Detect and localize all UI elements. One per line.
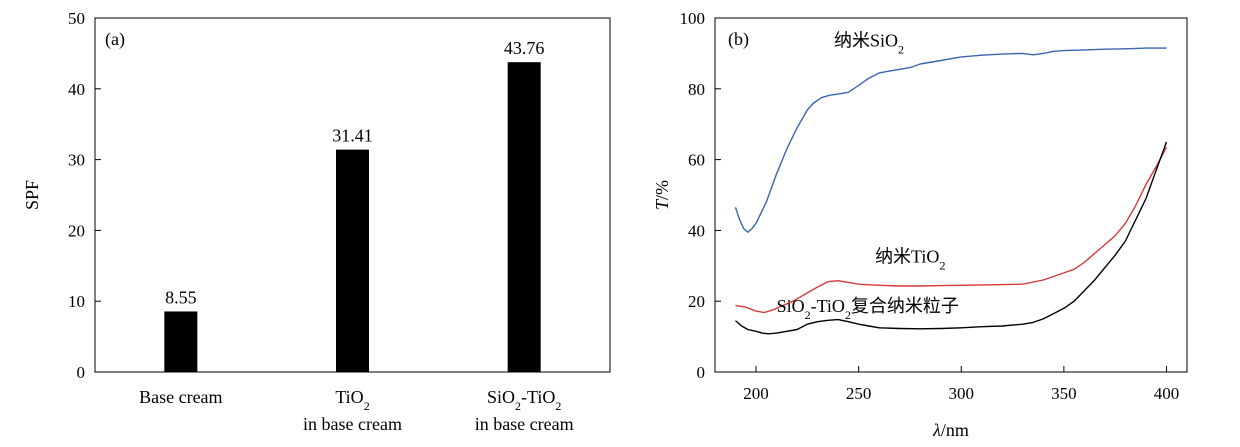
series-label: 纳米TiO2 <box>875 246 945 272</box>
bar <box>164 311 198 372</box>
plot-frame <box>714 17 1188 373</box>
bar-data-label: 43.76 <box>504 38 545 58</box>
bar <box>507 62 541 372</box>
panel-label: (b) <box>728 29 749 50</box>
x-tick-label: 250 <box>846 384 872 403</box>
series-line <box>734 47 1167 233</box>
bar <box>336 149 369 372</box>
y-tick-label: 0 <box>697 363 706 382</box>
y-tick-label: 40 <box>688 221 705 240</box>
x-tick-label: 400 <box>1154 384 1180 403</box>
bar-data-label: 31.41 <box>332 126 373 146</box>
panel-a-spf-bar-chart: 0 10 20 30 40 50 SPF (a) 8.55 Base cream 31.41 TiO2… <box>22 9 611 434</box>
panel-label: (a) <box>105 29 125 50</box>
x-category-label: Base cream <box>139 387 222 407</box>
y-axis-label: T/% <box>652 180 672 210</box>
series-line <box>735 141 1168 335</box>
y-tick-label: 20 <box>688 292 705 311</box>
panel-b-transmittance-line-chart: 0 20 40 60 80 100 200 250 300 350 400 T/% λ/nm (b) 纳米S… <box>652 9 1188 440</box>
x-category-label: SiO2-TiO2 <box>487 387 561 413</box>
y-axis-label: SPF <box>22 180 42 210</box>
x-axis-label: λ/nm <box>932 420 969 440</box>
y-tick-label: 30 <box>68 151 85 170</box>
y-tick-label: 100 <box>680 9 706 28</box>
x-tick-label: 200 <box>743 384 769 403</box>
y-tick-label: 10 <box>68 292 85 311</box>
x-tick-label: 350 <box>1051 384 1077 403</box>
y-tick-label: 50 <box>68 9 85 28</box>
series-label: 纳米SiO2 <box>834 30 904 56</box>
bar-data-label: 8.55 <box>165 287 197 307</box>
x-category-label: in base cream <box>475 414 574 434</box>
y-tick-label: 80 <box>688 80 705 99</box>
y-tick-label: 60 <box>688 151 705 170</box>
y-tick-label: 20 <box>68 221 85 240</box>
y-tick-label: 40 <box>68 80 85 99</box>
x-category-label: TiO2 <box>335 387 369 413</box>
x-tick-label: 300 <box>949 384 975 403</box>
y-tick-label: 0 <box>77 363 86 382</box>
x-category-label: in base cream <box>303 414 402 434</box>
series-line <box>735 146 1168 314</box>
series-label: SiO2-TiO2复合纳米粒子 <box>777 296 959 322</box>
